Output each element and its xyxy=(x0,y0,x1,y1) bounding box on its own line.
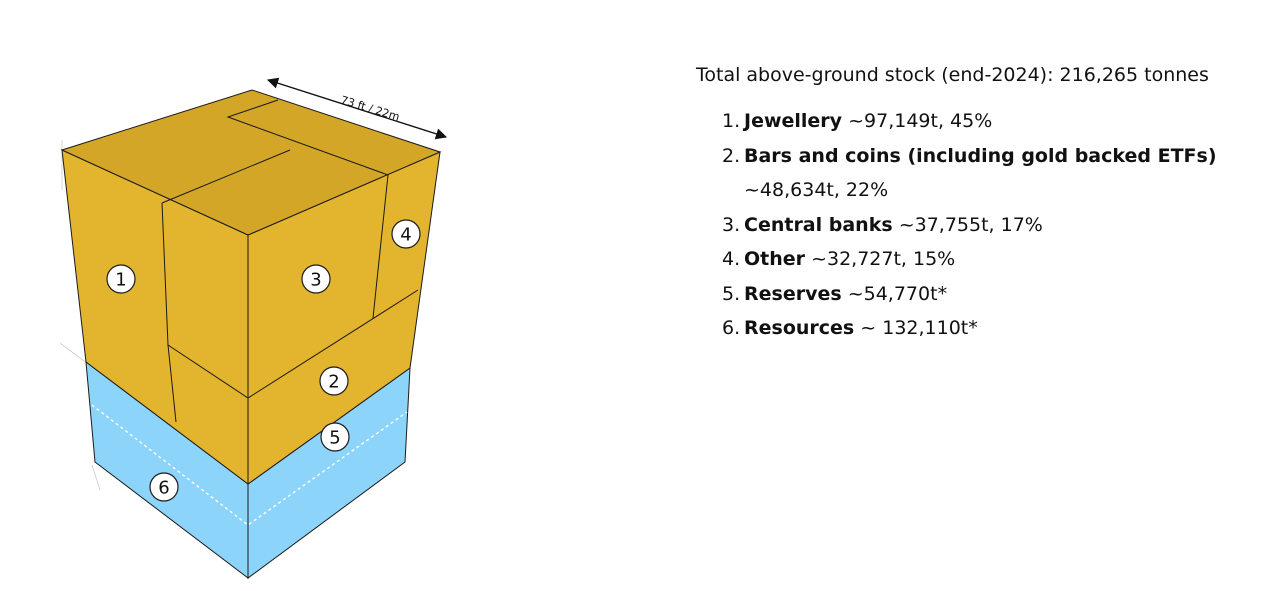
item-value: ~ 132,110t* xyxy=(854,317,978,339)
top-division-1 xyxy=(226,99,389,176)
marker-4-text: 4 xyxy=(400,225,411,246)
gold-top-face xyxy=(60,89,442,236)
item-value: ~48,634t, 22% xyxy=(744,179,889,201)
list-item: 6. Resources ~ 132,110t* xyxy=(696,311,1276,346)
list-item: 1. Jewellery ~97,149t, 45% xyxy=(696,104,1276,139)
item-value: ~37,755t, 17% xyxy=(892,213,1043,236)
item-number: 6. xyxy=(722,317,741,339)
item-value: ~32,727t, 15% xyxy=(805,248,956,270)
item-name: Reserves xyxy=(744,282,842,305)
item-number: 3. xyxy=(722,213,741,236)
left-interior-line xyxy=(167,344,177,423)
marker-1: 1 xyxy=(106,264,136,294)
item-name: Central banks xyxy=(744,213,893,236)
item-number: 4. xyxy=(722,248,741,270)
item-name: Jewellery xyxy=(744,110,843,132)
item-number: 1. xyxy=(722,110,741,132)
marker-1-text: 1 xyxy=(115,270,126,291)
block3-edges xyxy=(161,202,419,399)
top-division-2 xyxy=(161,149,291,204)
marker-3-text: 3 xyxy=(310,270,321,291)
item-value: ~97,149t, 45% xyxy=(842,110,993,132)
gold-stock-cube-diagram: 73 ft / 22m 1 2 3 xyxy=(59,77,448,580)
marker-2: 2 xyxy=(319,366,349,396)
list-item: 3. Central banks ~37,755t, 17% xyxy=(696,208,1276,243)
total-stock-text: Total above-ground stock (end-2024): 216… xyxy=(696,64,1209,86)
item-value: ~54,770t* xyxy=(841,282,948,305)
item-name: Bars and coins (including gold backed ET… xyxy=(744,144,1217,167)
marker-2-text: 2 xyxy=(328,372,339,393)
marker-5: 5 xyxy=(320,422,350,452)
item-number: 5. xyxy=(722,282,741,305)
item-name: Resources xyxy=(744,317,855,339)
marker-6-text: 6 xyxy=(158,478,169,499)
item-number: 2. xyxy=(722,144,741,167)
marker-4: 4 xyxy=(391,219,421,249)
dimension-label: 73 ft / 22m xyxy=(339,93,401,123)
item-name: Other xyxy=(744,248,806,270)
legend-panel: Total above-ground stock (end-2024): 216… xyxy=(696,62,1276,346)
block4-vertical xyxy=(372,174,389,319)
list-item: 4. Other ~32,727t, 15% xyxy=(696,242,1276,277)
list-item: 2. Bars and coins (including gold backed … xyxy=(696,139,1276,208)
reserves-resources-divider xyxy=(91,404,408,526)
marker-6: 6 xyxy=(149,472,179,502)
list-item: 5. Reserves ~54,770t* xyxy=(696,277,1276,312)
marker-3: 3 xyxy=(301,264,331,294)
marker-5-text: 5 xyxy=(329,428,340,449)
dimension-arrow xyxy=(266,77,448,140)
breakdown-list: 1. Jewellery ~97,149t, 45% 2. Bars and coi… xyxy=(696,104,1276,346)
